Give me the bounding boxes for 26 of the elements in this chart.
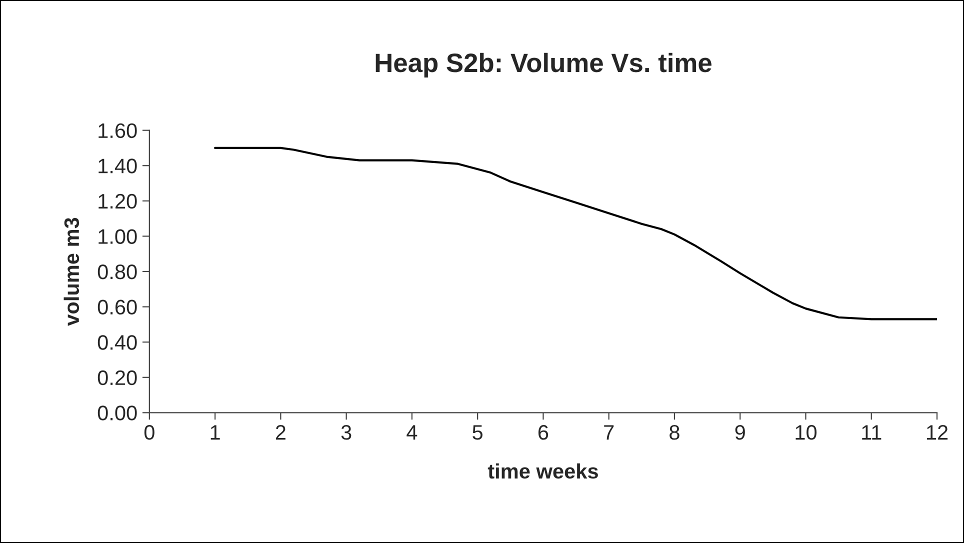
y-tick-label: 0.00: [98, 406, 137, 420]
y-tick-label: 0.80: [98, 264, 137, 280]
y-axis-title: volume m3: [64, 218, 80, 326]
x-axis-title: time weeks: [488, 463, 598, 479]
y-tick-label: 1.60: [98, 123, 137, 138]
x-tick-label: 5: [472, 425, 482, 440]
y-tick-label: 1.20: [98, 194, 137, 209]
y-tick-label: 0.60: [98, 300, 137, 315]
x-tick-label: 0: [144, 425, 154, 440]
y-tick-label: 0.40: [98, 335, 137, 350]
x-tick-label: 10: [796, 425, 817, 440]
y-tick-label: 0.20: [98, 370, 137, 386]
y-tick-label: 1.40: [98, 158, 137, 174]
x-tick-label: 3: [341, 425, 352, 440]
x-tick-label: 2: [276, 425, 286, 440]
line-series: [214, 146, 938, 320]
x-tick-label: 9: [735, 425, 745, 440]
x-tick-label: 1: [210, 425, 220, 440]
x-tick-label: 4: [406, 425, 418, 440]
x-tick-label: 11: [862, 425, 882, 440]
x-tick-label: 7: [604, 425, 614, 440]
x-tick-label: 6: [538, 425, 548, 440]
x-tick-label: 12: [927, 425, 948, 440]
chart-title: Heap S2b: Volume Vs. time: [376, 52, 712, 78]
x-tick-label: 8: [670, 425, 680, 440]
y-tick-label: 1.00: [98, 229, 137, 244]
